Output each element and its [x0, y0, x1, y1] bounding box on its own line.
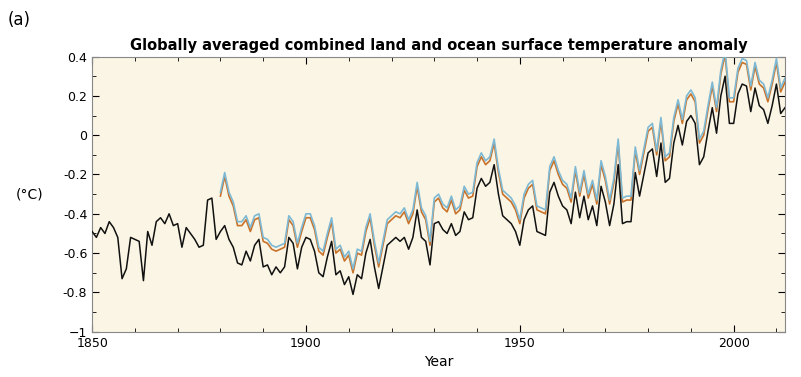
Text: (a): (a): [8, 11, 31, 29]
X-axis label: Year: Year: [424, 355, 453, 369]
Title: Globally averaged combined land and ocean surface temperature anomaly: Globally averaged combined land and ocea…: [130, 38, 747, 53]
Y-axis label: (°C): (°C): [16, 187, 43, 201]
